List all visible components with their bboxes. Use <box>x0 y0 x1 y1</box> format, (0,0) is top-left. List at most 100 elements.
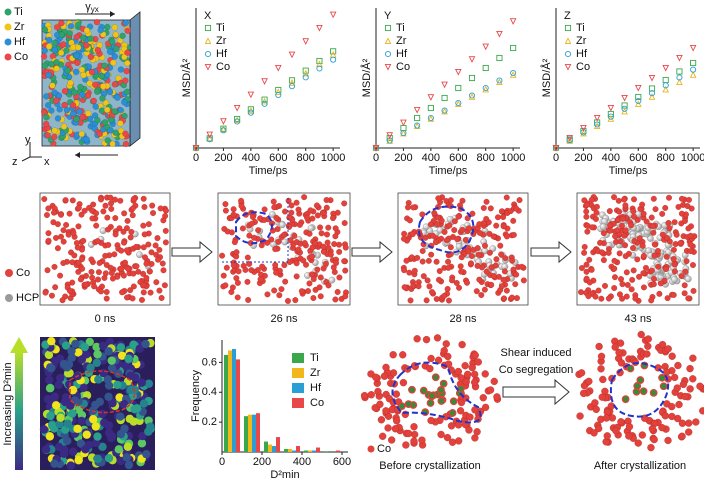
atom <box>93 432 102 441</box>
co-atom <box>89 215 96 222</box>
marker <box>206 131 214 139</box>
legend-label: Ti <box>310 352 319 364</box>
co-atom <box>261 206 268 213</box>
co-atom <box>631 213 637 220</box>
co-atom <box>341 200 348 207</box>
bar <box>288 449 292 452</box>
co-atom <box>595 342 603 351</box>
co-atom <box>406 217 413 224</box>
marker <box>468 93 476 100</box>
atom <box>66 461 75 470</box>
co-atom <box>59 297 66 304</box>
bar <box>256 413 260 452</box>
co-atom <box>636 235 643 242</box>
co-atom <box>678 195 685 202</box>
co-atom <box>456 407 465 415</box>
co-atom <box>278 286 285 293</box>
co-atom <box>434 221 441 228</box>
legend-dot <box>367 445 375 453</box>
atom <box>43 395 53 404</box>
atom <box>111 81 119 88</box>
co-atom <box>606 208 613 215</box>
co-atom <box>325 244 332 251</box>
co-atom <box>647 443 655 452</box>
co-atom <box>616 250 623 257</box>
atom <box>84 110 92 117</box>
co-atom <box>404 429 413 438</box>
bar <box>324 451 328 452</box>
region-box <box>222 196 289 263</box>
co-atom <box>140 270 147 277</box>
co-atom <box>686 196 692 203</box>
co-atom <box>81 207 88 214</box>
co-atom <box>127 234 134 241</box>
legend-label: Co <box>396 61 410 73</box>
co-in-cluster <box>437 385 445 394</box>
legend-dot <box>4 8 12 16</box>
co-atom <box>410 282 417 289</box>
atom <box>76 108 83 115</box>
legend-label: Co <box>14 51 28 63</box>
marker <box>482 43 490 51</box>
marker <box>496 54 503 62</box>
co-atom <box>435 214 442 221</box>
co-atom <box>148 260 155 267</box>
caption: Before crystallization <box>379 460 481 472</box>
co-atom <box>593 216 599 222</box>
atom <box>50 459 59 468</box>
atom <box>74 455 83 465</box>
marker <box>441 94 448 102</box>
co-atom <box>419 248 426 254</box>
atom <box>73 52 80 59</box>
bar <box>268 444 272 452</box>
atom <box>133 404 142 413</box>
atom <box>86 363 95 372</box>
atom <box>114 94 121 101</box>
marker <box>386 134 393 142</box>
co-atom <box>666 194 672 201</box>
panel-b <box>171 240 572 264</box>
co-atom <box>615 197 622 204</box>
legend-marker <box>564 24 572 32</box>
atom <box>92 342 101 352</box>
atom <box>61 393 71 402</box>
marker <box>690 59 697 67</box>
atom <box>46 363 55 372</box>
co-in-cluster <box>633 382 642 390</box>
atom <box>46 411 55 421</box>
co-atom <box>392 390 400 398</box>
shear-label: γyx <box>85 1 99 14</box>
co-atom <box>410 423 418 431</box>
marker <box>566 137 573 144</box>
atom <box>112 129 119 136</box>
co-atom <box>60 227 67 234</box>
atom <box>117 120 124 127</box>
co-atom <box>419 211 426 218</box>
hcp-atom <box>671 276 678 283</box>
panel-a: γyx y z x <box>12 1 118 168</box>
co-in-cluster <box>621 395 630 404</box>
co-atom <box>668 412 676 421</box>
co-atom <box>69 197 76 204</box>
co-atom <box>476 221 483 228</box>
co-atom <box>301 194 308 201</box>
co-atom <box>244 254 251 261</box>
atom <box>104 454 114 463</box>
co-atom <box>57 272 64 279</box>
marker <box>455 99 462 107</box>
atom <box>79 383 88 392</box>
co-atom <box>124 294 130 301</box>
co-atom <box>54 221 61 228</box>
co-atom <box>451 227 458 234</box>
atom <box>71 89 78 96</box>
co-atom <box>310 295 317 301</box>
marker <box>510 44 517 52</box>
co-atom <box>581 197 588 204</box>
co-atom <box>597 352 606 361</box>
atom <box>93 88 101 95</box>
atom <box>49 82 56 89</box>
co-atom <box>317 274 324 281</box>
co-atom <box>314 212 321 219</box>
marker <box>648 85 656 92</box>
